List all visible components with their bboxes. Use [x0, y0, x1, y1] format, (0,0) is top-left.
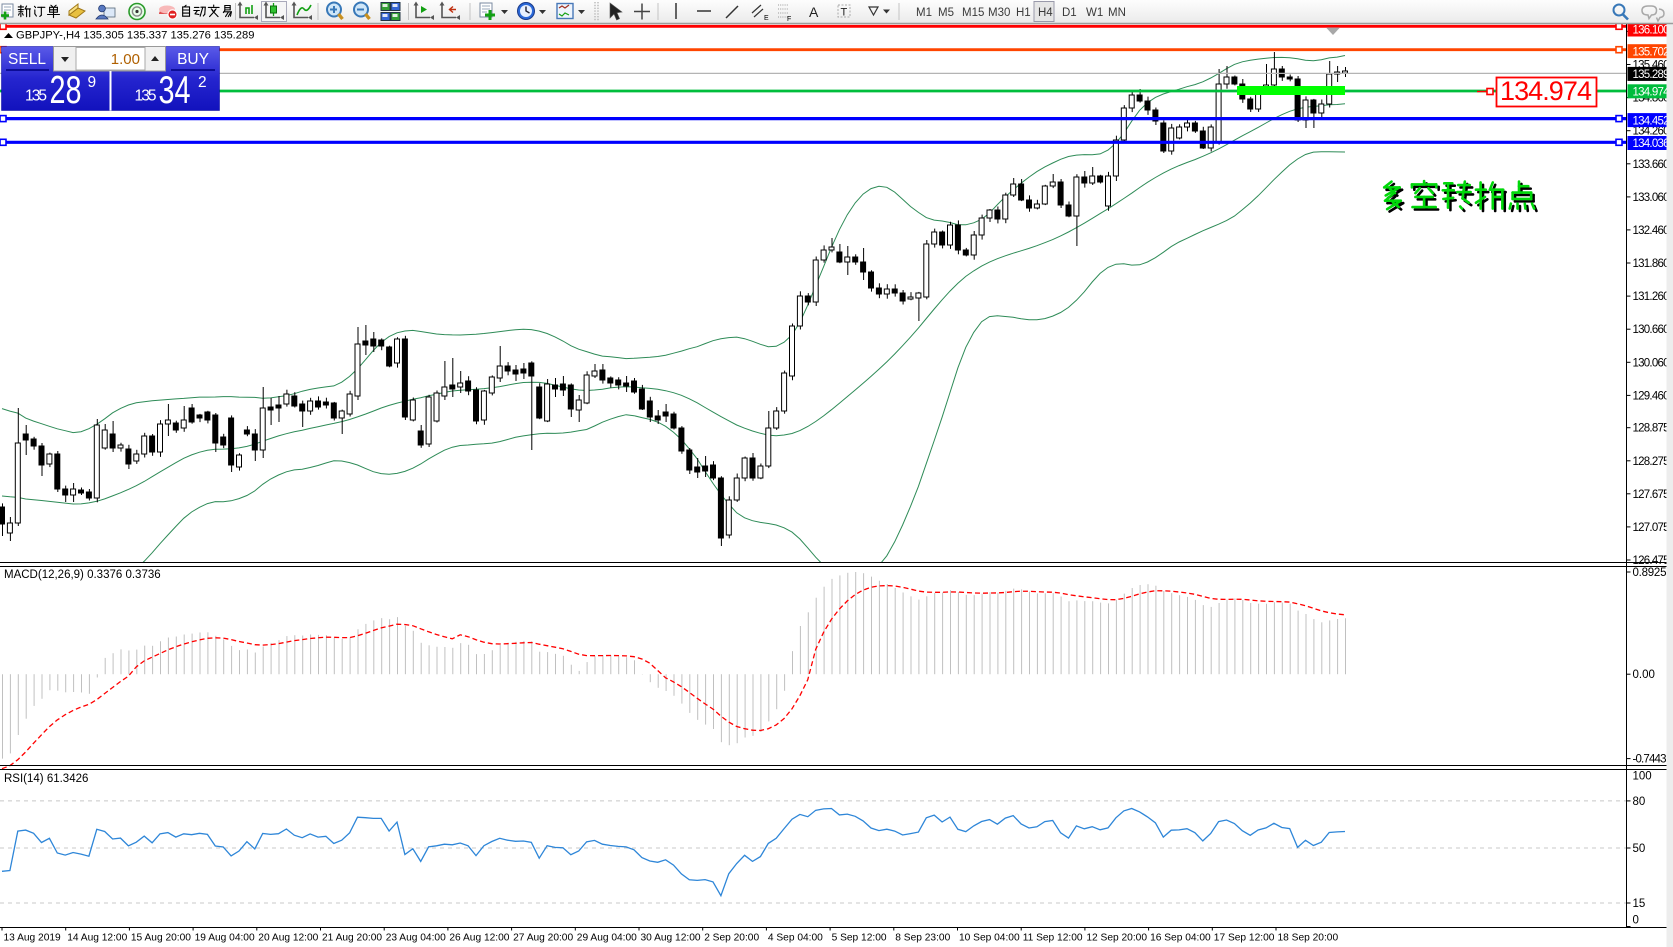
svg-text:16 Sep 04:00: 16 Sep 04:00	[1150, 933, 1211, 944]
svg-text:0: 0	[1633, 915, 1639, 927]
svg-text:127.675: 127.675	[1633, 489, 1670, 501]
svg-text:28: 28	[50, 69, 82, 112]
svg-text:0.00: 0.00	[1633, 669, 1655, 681]
svg-text:136.100: 136.100	[1633, 25, 1670, 37]
svg-text:126.475: 126.475	[1633, 555, 1670, 567]
svg-text:MACD(12,26,9) 0.3376 0.3736: MACD(12,26,9) 0.3376 0.3736	[4, 569, 161, 581]
svg-text:134.974: 134.974	[1633, 87, 1671, 99]
svg-text:4 Sep 04:00: 4 Sep 04:00	[768, 933, 823, 944]
svg-text:135.702: 135.702	[1633, 46, 1670, 58]
svg-text:133.060: 133.060	[1633, 192, 1670, 204]
svg-text:100: 100	[1633, 771, 1652, 783]
svg-text:133.660: 133.660	[1633, 159, 1670, 171]
svg-text:135: 135	[135, 88, 157, 105]
svg-text:2 Sep 20:00: 2 Sep 20:00	[704, 933, 759, 944]
svg-text:135.289: 135.289	[1633, 69, 1670, 81]
svg-text:0.8925: 0.8925	[1633, 567, 1667, 579]
svg-text:11 Sep 12:00: 11 Sep 12:00	[1023, 933, 1083, 944]
svg-text:50: 50	[1633, 843, 1646, 855]
svg-text:W1: W1	[1086, 7, 1103, 19]
svg-text:8 Sep 23:00: 8 Sep 23:00	[895, 933, 950, 944]
svg-text:135: 135	[25, 88, 47, 105]
svg-text:GBPJPY-,H4 135.305 135.337 13: GBPJPY-,H4 135.305 135.337 135.276 135.2…	[16, 30, 254, 42]
svg-text:132.460: 132.460	[1633, 225, 1670, 237]
svg-text:MN: MN	[1108, 7, 1126, 19]
svg-text:127.075: 127.075	[1633, 522, 1670, 534]
svg-text:80: 80	[1633, 796, 1646, 808]
svg-text:134.036: 134.036	[1633, 138, 1670, 150]
svg-text:M5: M5	[938, 7, 954, 19]
svg-text:23 Aug 04:00: 23 Aug 04:00	[386, 933, 446, 944]
svg-text:2: 2	[198, 74, 207, 91]
svg-text:A: A	[809, 4, 819, 20]
svg-text:18 Sep 20:00: 18 Sep 20:00	[1278, 933, 1339, 944]
svg-text:13 Aug 2019: 13 Aug 2019	[4, 933, 62, 944]
svg-text:D1: D1	[1062, 7, 1077, 19]
svg-text:12 Sep 20:00: 12 Sep 20:00	[1086, 933, 1147, 944]
svg-text:29 Aug 04:00: 29 Aug 04:00	[577, 933, 637, 944]
svg-text:M15: M15	[962, 7, 984, 19]
svg-text:T: T	[841, 7, 848, 19]
svg-text:26 Aug 12:00: 26 Aug 12:00	[449, 933, 509, 944]
svg-text:134.260: 134.260	[1633, 126, 1670, 138]
svg-text:H1: H1	[1016, 7, 1031, 19]
svg-text:19 Aug 04:00: 19 Aug 04:00	[195, 933, 255, 944]
svg-text:RSI(14) 61.3426: RSI(14) 61.3426	[4, 773, 88, 785]
svg-text:27 Aug 20:00: 27 Aug 20:00	[513, 933, 573, 944]
svg-text:17 Sep 12:00: 17 Sep 12:00	[1214, 933, 1275, 944]
svg-text:BUY: BUY	[177, 51, 209, 68]
svg-text:14 Aug 12:00: 14 Aug 12:00	[67, 933, 127, 944]
svg-text:128.275: 128.275	[1633, 456, 1670, 468]
svg-text:H4: H4	[1038, 7, 1053, 19]
svg-text:131.260: 131.260	[1633, 291, 1670, 303]
svg-text:E: E	[764, 15, 769, 22]
svg-text:34: 34	[159, 69, 191, 112]
svg-text:5 Sep 12:00: 5 Sep 12:00	[832, 933, 887, 944]
svg-text:134.974: 134.974	[1500, 76, 1592, 106]
svg-text:1.00: 1.00	[111, 51, 140, 68]
svg-text:15: 15	[1633, 898, 1646, 910]
svg-text:20 Aug 12:00: 20 Aug 12:00	[258, 933, 318, 944]
svg-text:30 Aug 12:00: 30 Aug 12:00	[641, 933, 701, 944]
svg-text:SELL: SELL	[8, 51, 46, 68]
svg-text:130.660: 130.660	[1633, 324, 1670, 336]
svg-text:134.452: 134.452	[1633, 115, 1670, 127]
svg-text:129.460: 129.460	[1633, 390, 1670, 402]
svg-text:F: F	[787, 16, 791, 23]
svg-text:131.860: 131.860	[1633, 258, 1670, 270]
svg-text:-0.7443: -0.7443	[1633, 754, 1667, 766]
svg-text:15 Aug 20:00: 15 Aug 20:00	[131, 933, 191, 944]
svg-text:21 Aug 20:00: 21 Aug 20:00	[322, 933, 382, 944]
svg-text:128.875: 128.875	[1633, 423, 1670, 435]
svg-text:M1: M1	[916, 7, 932, 19]
svg-text:M30: M30	[988, 7, 1010, 19]
svg-text:9: 9	[88, 74, 97, 91]
svg-text:130.060: 130.060	[1633, 357, 1670, 369]
svg-text:10 Sep 04:00: 10 Sep 04:00	[959, 933, 1020, 944]
